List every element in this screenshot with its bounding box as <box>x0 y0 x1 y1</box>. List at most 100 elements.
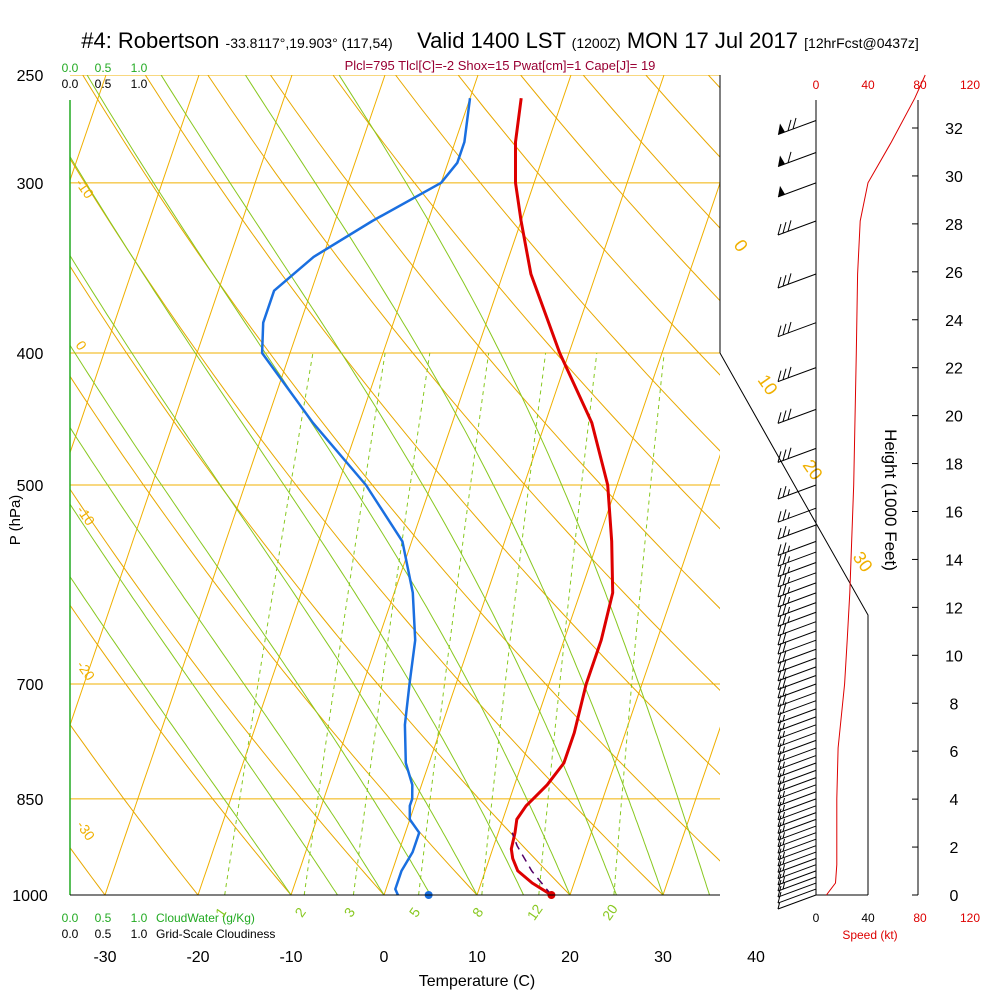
wind-barb-staff <box>777 732 817 748</box>
wind-barb-half-flag <box>782 870 785 877</box>
wind-barb <box>777 825 817 841</box>
isotherm-line <box>662 726 720 895</box>
wind-barb-staff <box>777 648 817 664</box>
wind-barb-half-flag <box>782 722 785 730</box>
isotherm-adiabat-grid <box>70 75 1000 895</box>
mixing-ratio-label: 2 <box>291 904 309 920</box>
wind-barb-flag <box>782 526 787 538</box>
wind-barb-flag <box>777 835 782 847</box>
wind-barb-flag <box>777 544 782 556</box>
wind-barb-flag <box>777 678 782 690</box>
wind-barb-staff <box>777 818 817 834</box>
pressure-tick-label: 850 <box>17 792 44 809</box>
wind-barb-staff <box>777 675 817 690</box>
wind-barb-flag <box>787 119 792 131</box>
wind-barb <box>777 602 817 618</box>
wind-barb <box>777 366 817 383</box>
x-tick-label: 20 <box>561 949 579 966</box>
height-tick-label: 28 <box>945 217 963 234</box>
wind-barb-pennant <box>778 155 785 167</box>
isotherm-line <box>569 454 720 895</box>
wind-barb-staff <box>777 621 817 637</box>
x-tick-label: -10 <box>279 949 302 966</box>
wind-barb-staff <box>777 832 817 848</box>
wind-barb-flag <box>777 885 782 898</box>
wind-barb <box>777 818 817 834</box>
wind-barb-flag <box>777 585 782 598</box>
wind-barb-half-flag <box>782 858 785 865</box>
wind-barb-flag <box>782 486 787 498</box>
wind-barb-flag <box>777 758 782 770</box>
wind-barb-staff <box>777 870 817 886</box>
wind-barb-flag <box>782 449 787 461</box>
wind-barb-flag <box>782 553 787 565</box>
dry-adiabat-line <box>332 75 720 530</box>
wind-barb-flag <box>777 861 782 873</box>
wind-barb-flag <box>787 321 792 334</box>
dry-adiabat-line <box>70 488 385 895</box>
wind-barb-flag <box>782 542 787 554</box>
forecast-date: MON 17 Jul 2017 <box>626 28 799 53</box>
dry-adiabat-line <box>395 75 720 452</box>
height-tick-label: 4 <box>950 792 959 809</box>
speed-axis-title: Speed (kt) <box>842 928 897 942</box>
wind-barb-staff <box>777 152 817 167</box>
isotherm-line <box>70 75 293 727</box>
isotherm-label: 0 <box>73 338 91 354</box>
parcel-line <box>511 832 552 895</box>
wind-barb-half-flag <box>782 776 785 783</box>
panel-boundary <box>719 352 869 895</box>
wind-barb-flag <box>787 273 792 285</box>
wind-barb-half-flag <box>787 566 790 573</box>
wind-barb-flag <box>777 867 782 879</box>
utc-time: (1200Z) <box>571 35 621 51</box>
mixing-ratio-label: 12 <box>524 901 546 923</box>
wind-barb-flag <box>787 151 792 163</box>
speed-tick-label-bottom: 40 <box>861 911 875 925</box>
wind-barb-flag <box>782 275 787 287</box>
moist-adiabat-line <box>338 75 710 895</box>
wind-barb-flag <box>777 624 782 636</box>
wind-barb-flag <box>777 854 782 867</box>
x-tick-label: 30 <box>654 949 672 966</box>
wind-barb-flag <box>777 652 782 664</box>
moist-adiabat-line <box>70 503 338 895</box>
wind-barb-flag <box>777 451 782 463</box>
mixing-ratio-line <box>613 352 665 895</box>
wind-barb-flag <box>777 773 782 785</box>
height-tick-label: 16 <box>945 505 963 522</box>
wind-barb <box>777 666 817 682</box>
wind-barb-half-flag <box>787 545 790 552</box>
wind-barb <box>777 784 817 800</box>
wind-barb-staff <box>777 857 817 873</box>
wind-barb-flag <box>777 703 782 715</box>
forecast-info: [12hrFcst@0437z] <box>804 35 919 51</box>
wind-barb-flag <box>777 565 782 577</box>
wind-barb <box>777 700 817 716</box>
wind-barb-flag <box>782 583 787 596</box>
isotherm-line <box>756 75 1000 895</box>
moist-adiabat-line <box>70 575 292 895</box>
x-tick-label: -20 <box>186 949 209 966</box>
height-tick-label: 2 <box>950 840 959 857</box>
cloudiness-tick-label-top: 0.0 <box>62 77 79 91</box>
wind-barb-flag <box>777 711 782 723</box>
wind-barb-flag <box>792 117 797 130</box>
wind-barb-flag <box>777 370 782 382</box>
mixing-ratio-line <box>352 352 431 895</box>
sfc_dewpoint-marker <box>424 891 433 899</box>
wind-barb-staff <box>777 562 817 577</box>
wind-barb-staff <box>777 845 817 861</box>
wind-barb-half-flag <box>782 730 785 738</box>
pressure-tick-label: 500 <box>17 478 44 495</box>
speed-tick-label-top: 40 <box>861 78 875 92</box>
dry-adiabat-line <box>207 75 720 692</box>
mixing-ratio-line <box>224 352 314 895</box>
wind-barb-flag <box>777 511 782 523</box>
wind-barb-staff <box>777 484 817 500</box>
wind-barb-flag <box>777 727 782 739</box>
moist-adiabat-line <box>70 344 431 895</box>
wind-barb-flag <box>782 701 787 713</box>
wind-barb <box>777 755 817 771</box>
